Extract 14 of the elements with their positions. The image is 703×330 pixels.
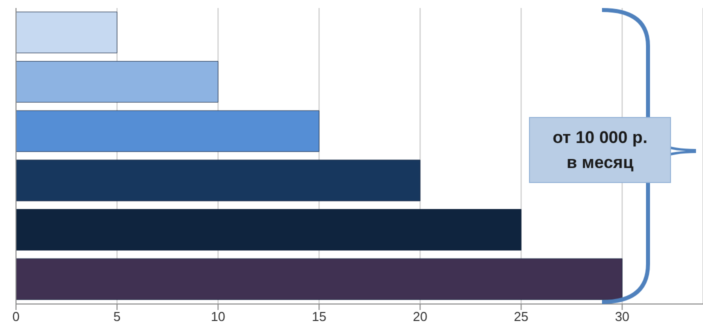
bar: [16, 209, 522, 251]
bar: [16, 258, 622, 300]
x-tick-label: 20: [412, 309, 428, 324]
bar: [16, 160, 420, 202]
x-tick-label: 10: [210, 309, 226, 324]
x-tick-label: 15: [312, 309, 326, 324]
x-tick-label: 25: [514, 309, 528, 324]
x-tick-label: 30: [614, 309, 630, 324]
x-tick-label: 5: [113, 309, 121, 324]
bar: [16, 110, 320, 152]
x-tick-label: 0: [12, 309, 20, 324]
annotation: от 10 000 р. в месяц: [552, 126, 648, 174]
bar: [16, 12, 118, 54]
bar: [16, 61, 218, 103]
